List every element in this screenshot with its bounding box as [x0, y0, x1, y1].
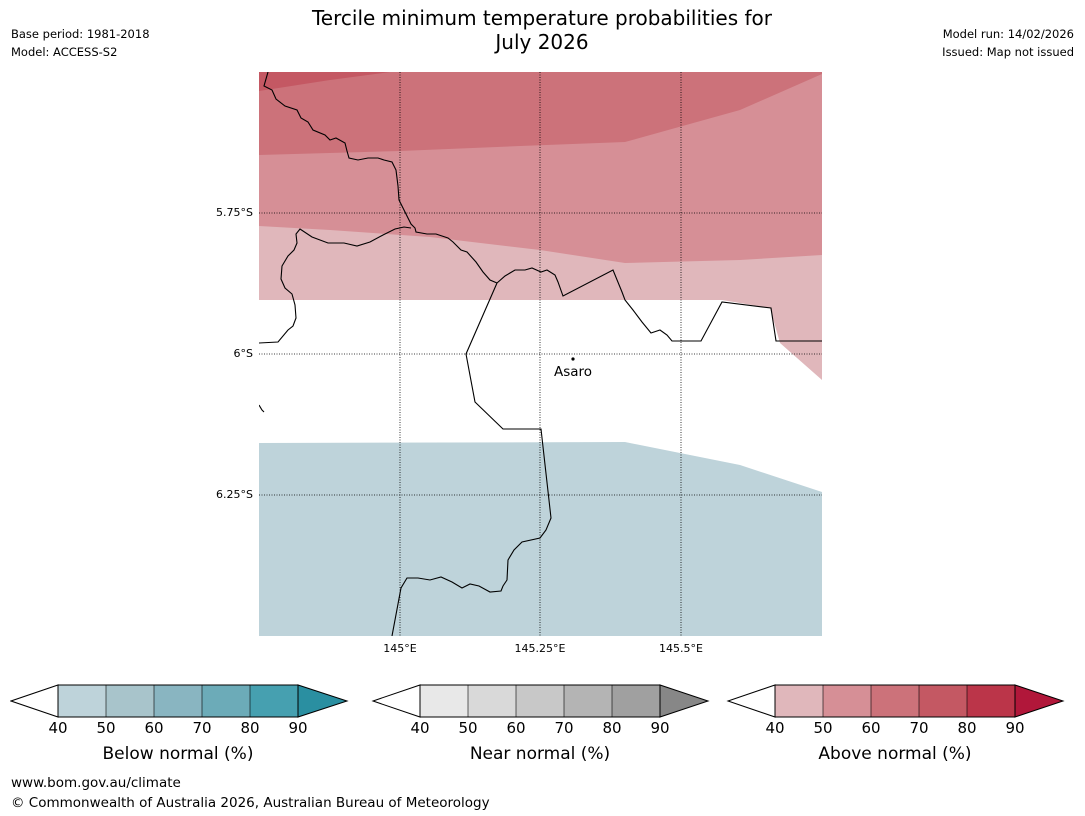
- legend-above-frame: [774, 684, 1016, 718]
- lat-label-6: 6°S: [233, 347, 253, 360]
- legend-near-tick-50: 50: [458, 719, 478, 737]
- legend-below-colorbar: [10, 684, 349, 718]
- legend-above-box-1: [775, 685, 823, 717]
- legend-above-dividers: [822, 685, 968, 717]
- asaro-label: Asaro: [554, 364, 593, 380]
- legend-below-tick-80: 80: [240, 719, 260, 737]
- legend-above-tick-70: 70: [909, 719, 929, 737]
- legend-near-box-5: [612, 685, 660, 717]
- legend-below-tick-50: 50: [96, 719, 116, 737]
- legend-near-tick-90: 90: [650, 719, 670, 737]
- legend-near-title: Near normal (%): [469, 744, 611, 764]
- legend-above-box-2: [823, 685, 871, 717]
- legend-above-arrow-low: [726, 684, 776, 718]
- lat-label-5-75: 5.75°S: [216, 206, 253, 219]
- legend-near-arrow-low: [371, 684, 421, 718]
- legend-near-box-3: [516, 685, 564, 717]
- model-name: Model: ACCESS-S2: [11, 45, 118, 59]
- lon-label-145-25: 145.25°E: [514, 642, 566, 655]
- legend-below-tick-90: 90: [288, 719, 308, 737]
- legend-below-box-3: [154, 685, 202, 717]
- boundary-central: [259, 226, 412, 344]
- legend-above-box-4: [919, 685, 967, 717]
- legend-above-colorbar: [726, 684, 1065, 718]
- issued-status: Issued: Map not issued: [942, 45, 1074, 59]
- legend-near-box-1: [420, 685, 468, 717]
- legend-below-arrow-low: [10, 684, 59, 718]
- lon-label-145-5: 145.5°E: [659, 642, 703, 655]
- legend-above-tick-60: 60: [861, 719, 881, 737]
- base-period: Base period: 1981-2018: [11, 27, 150, 41]
- legend-above-tick-50: 50: [813, 719, 833, 737]
- legend-above-title: Above normal (%): [818, 744, 972, 764]
- below-40-50-region: [259, 442, 822, 636]
- legend-above-arrow-high: [1014, 684, 1065, 718]
- legend-near-dividers: [467, 685, 613, 717]
- legend-below-title: Below normal (%): [102, 744, 254, 764]
- asaro-marker: [571, 357, 575, 361]
- legend-near-tick-70: 70: [554, 719, 574, 737]
- legend-below-box-4: [202, 685, 250, 717]
- legend-below-tick-70: 70: [192, 719, 212, 737]
- boundary-south: [391, 282, 552, 636]
- legend-near-arrow-high: [659, 684, 710, 718]
- legend-above-tick-90: 90: [1005, 719, 1025, 737]
- province-boundaries: [259, 72, 822, 636]
- legend-near-tick-60: 60: [506, 719, 526, 737]
- title-line-1: Tercile minimum temperature probabilitie…: [311, 6, 773, 30]
- legend-below-box-1: [58, 685, 106, 717]
- footer-copyright: © Commonwealth of Australia 2026, Austra…: [11, 795, 490, 811]
- legend-near-box-4: [564, 685, 612, 717]
- title-line-2: July 2026: [495, 30, 589, 54]
- above-70-80-region: [259, 72, 390, 91]
- boundary-north: [263, 72, 498, 284]
- legend-above-box-3: [871, 685, 919, 717]
- boundary-west-stub: [259, 404, 265, 413]
- legend-below-frame: [57, 684, 299, 718]
- meta-left: Base period: 1981-2018 Model: ACCESS-S2: [11, 25, 150, 61]
- lat-label-6-25: 6.25°S: [216, 488, 253, 501]
- legend-near-tick-80: 80: [602, 719, 622, 737]
- model-run: Model run: 14/02/2026: [942, 27, 1074, 41]
- map-title: Tercile minimum temperature probabilitie…: [242, 6, 842, 54]
- legend-below-box-5: [250, 685, 298, 717]
- meta-right: Model run: 14/02/2026 Issued: Map not is…: [942, 25, 1074, 61]
- legend-below-dividers: [105, 685, 251, 717]
- graticule: [259, 72, 822, 636]
- legend-below-tick-60: 60: [144, 719, 164, 737]
- legend-above-tick-40: 40: [765, 719, 785, 737]
- legend-below-tick-40: 40: [48, 719, 68, 737]
- legend-near-box-2: [468, 685, 516, 717]
- footer-url: www.bom.gov.au/climate: [11, 775, 181, 791]
- legend-above-tick-80: 80: [957, 719, 977, 737]
- map-fill-layer: [259, 72, 822, 636]
- lon-label-145: 145°E: [383, 642, 417, 655]
- legend-below-arrow-high: [297, 684, 349, 718]
- probability-map: [259, 72, 822, 636]
- legend-above-box-5: [967, 685, 1015, 717]
- legend-near-colorbar: [371, 684, 710, 718]
- boundary-east: [496, 267, 822, 342]
- legend-near-frame: [419, 684, 661, 718]
- legend-below-box-2: [106, 685, 154, 717]
- legend-near-tick-40: 40: [410, 719, 430, 737]
